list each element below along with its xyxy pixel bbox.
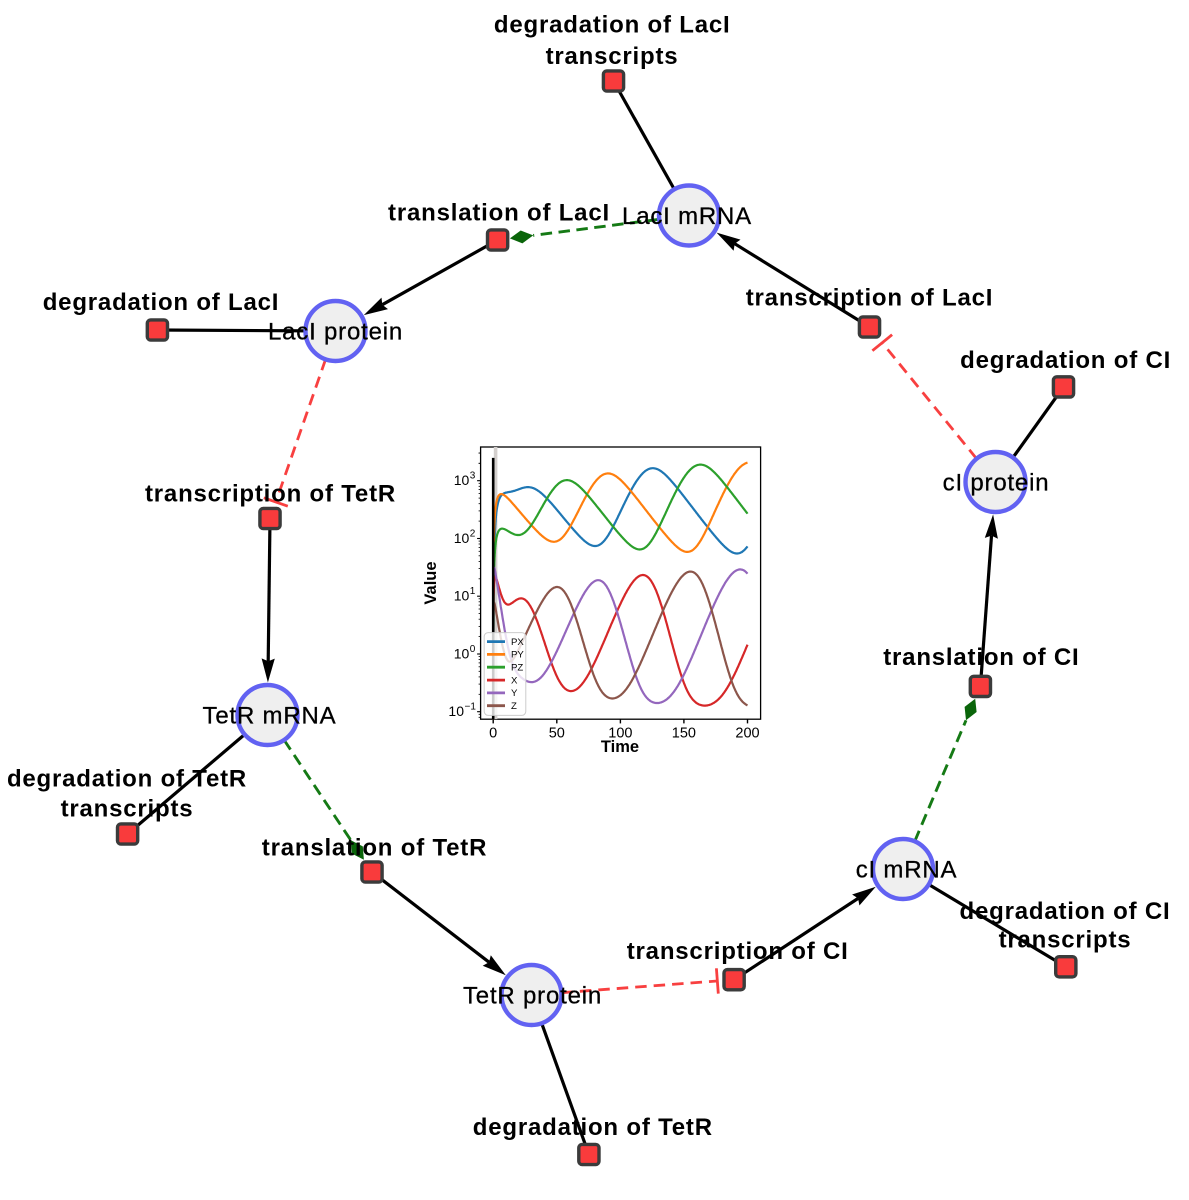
svg-text:−1: −1 xyxy=(465,702,477,713)
svg-text:Time: Time xyxy=(601,738,639,756)
svg-text:150: 150 xyxy=(672,726,696,742)
svg-text:TetR protein: TetR protein xyxy=(463,983,602,1010)
svg-text:degradation of LacI: degradation of LacI xyxy=(43,289,280,316)
svg-text:10: 10 xyxy=(454,646,470,662)
svg-text:2: 2 xyxy=(470,529,476,540)
svg-text:degradation of CI: degradation of CI xyxy=(960,347,1171,374)
svg-text:transcripts: transcripts xyxy=(546,43,679,70)
svg-text:transcripts: transcripts xyxy=(999,927,1132,954)
svg-text:transcription of TetR: transcription of TetR xyxy=(145,481,396,508)
svg-text:PY: PY xyxy=(511,650,524,661)
svg-text:Z: Z xyxy=(511,701,517,712)
svg-text:0: 0 xyxy=(470,644,476,655)
svg-text:translation of CI: translation of CI xyxy=(883,644,1079,671)
svg-text:0: 0 xyxy=(489,726,497,742)
svg-text:10: 10 xyxy=(454,472,470,488)
svg-text:transcripts: transcripts xyxy=(61,796,194,823)
svg-text:LacI mRNA: LacI mRNA xyxy=(622,203,752,230)
svg-text:TetR mRNA: TetR mRNA xyxy=(203,703,337,730)
svg-text:degradation of TetR: degradation of TetR xyxy=(7,766,247,793)
svg-text:PZ: PZ xyxy=(511,663,523,674)
svg-text:degradation of CI: degradation of CI xyxy=(960,898,1171,925)
svg-text:transcription of CI: transcription of CI xyxy=(627,938,849,965)
svg-text:translation of LacI: translation of LacI xyxy=(388,200,610,227)
svg-text:LacI protein: LacI protein xyxy=(268,319,403,346)
svg-text:PX: PX xyxy=(511,637,524,648)
svg-text:cI mRNA: cI mRNA xyxy=(856,857,958,884)
svg-text:Y: Y xyxy=(511,688,518,699)
svg-text:translation of TetR: translation of TetR xyxy=(262,835,487,862)
svg-text:3: 3 xyxy=(470,471,476,482)
svg-text:Value: Value xyxy=(422,561,440,604)
svg-text:transcription of LacI: transcription of LacI xyxy=(746,285,994,312)
svg-text:X: X xyxy=(511,675,518,686)
svg-text:200: 200 xyxy=(735,726,759,742)
svg-text:cI protein: cI protein xyxy=(943,470,1050,497)
svg-text:degradation of LacI: degradation of LacI xyxy=(494,12,731,39)
svg-text:degradation of TetR: degradation of TetR xyxy=(473,1114,713,1141)
svg-text:10: 10 xyxy=(448,703,464,719)
svg-text:10: 10 xyxy=(454,530,470,546)
svg-text:50: 50 xyxy=(549,726,565,742)
svg-text:1: 1 xyxy=(470,586,476,597)
svg-text:10: 10 xyxy=(454,588,470,604)
svg-text:100: 100 xyxy=(608,726,632,742)
